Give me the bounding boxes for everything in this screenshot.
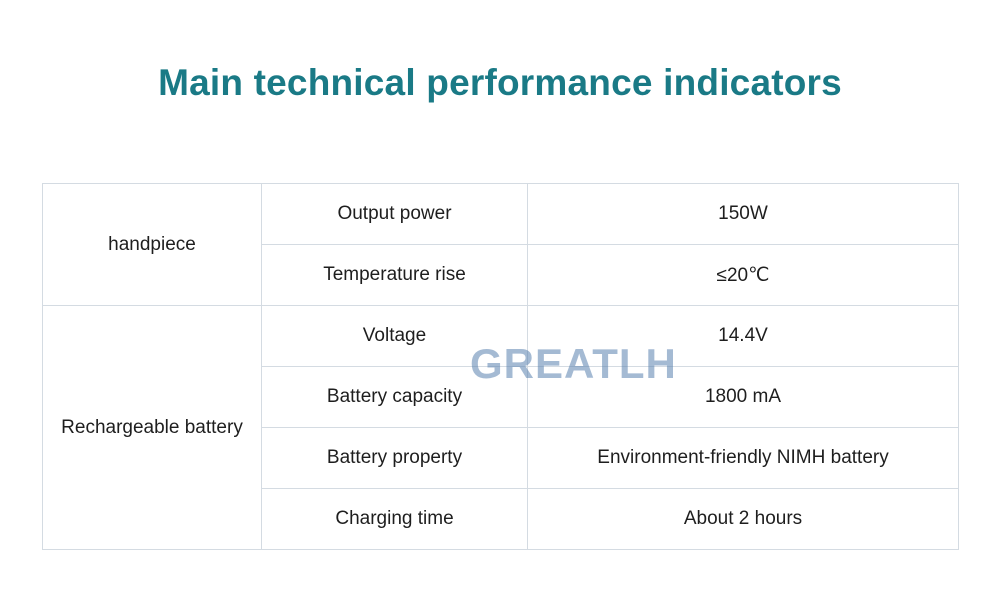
parameter-cell: Temperature rise: [261, 244, 528, 306]
value-cell: ≤20℃: [527, 244, 959, 306]
table-row: Rechargeable battery Voltage 14.4V: [42, 305, 959, 550]
group-cell-rechargeable-battery: Rechargeable battery: [42, 305, 262, 550]
parameter-cell: Output power: [261, 183, 528, 245]
table-row: Battery capacity 1800 mA: [43, 366, 959, 428]
parameter-cell: Battery capacity: [261, 366, 528, 428]
value-cell: About 2 hours: [527, 488, 959, 550]
parameter-cell: Voltage: [261, 305, 528, 367]
parameter-cell: Battery property: [261, 427, 528, 489]
table-row: handpiece Output power 150W: [42, 183, 959, 306]
table-row: Temperature rise ≤20℃: [43, 244, 959, 306]
group-cell-handpiece: handpiece: [42, 183, 262, 306]
value-cell: 150W: [527, 183, 959, 245]
value-cell: 1800 mA: [527, 366, 959, 428]
value-cell: Environment-friendly NIMH battery: [527, 427, 959, 489]
table-row: Battery property Environment-friendly NI…: [43, 427, 959, 489]
parameter-cell: Charging time: [261, 488, 528, 550]
page-title: Main technical performance indicators: [158, 62, 842, 103]
table-row: Charging time About 2 hours: [43, 488, 959, 550]
value-cell: 14.4V: [527, 305, 959, 367]
spec-table: handpiece Output power 150W Temperature …: [42, 183, 959, 550]
